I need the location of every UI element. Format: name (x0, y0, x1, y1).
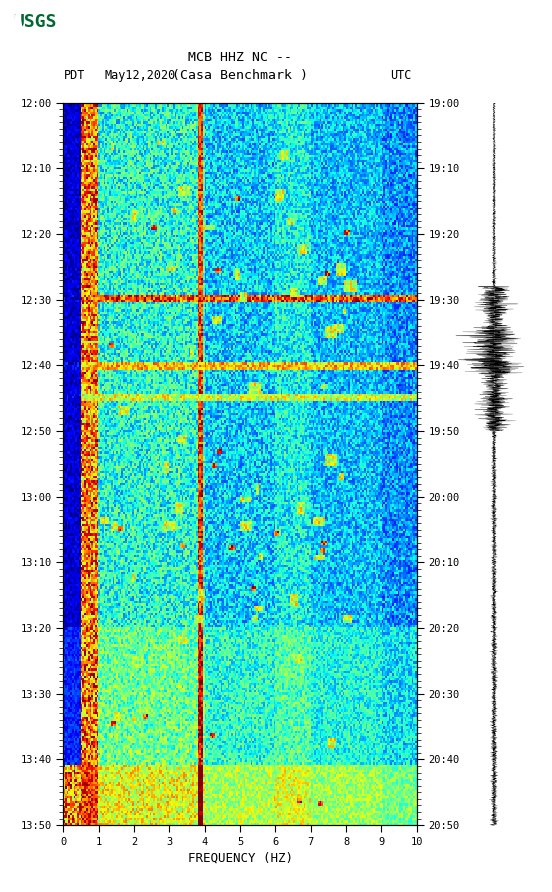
X-axis label: FREQUENCY (HZ): FREQUENCY (HZ) (188, 851, 293, 864)
Text: USGS: USGS (14, 13, 57, 31)
Text: MCB HHZ NC --: MCB HHZ NC -- (188, 52, 292, 64)
Text: (Casa Benchmark ): (Casa Benchmark ) (172, 70, 308, 82)
Text: May12,2020: May12,2020 (105, 70, 176, 82)
Polygon shape (4, 6, 24, 38)
Text: PDT: PDT (63, 70, 85, 82)
Text: UTC: UTC (390, 70, 411, 82)
